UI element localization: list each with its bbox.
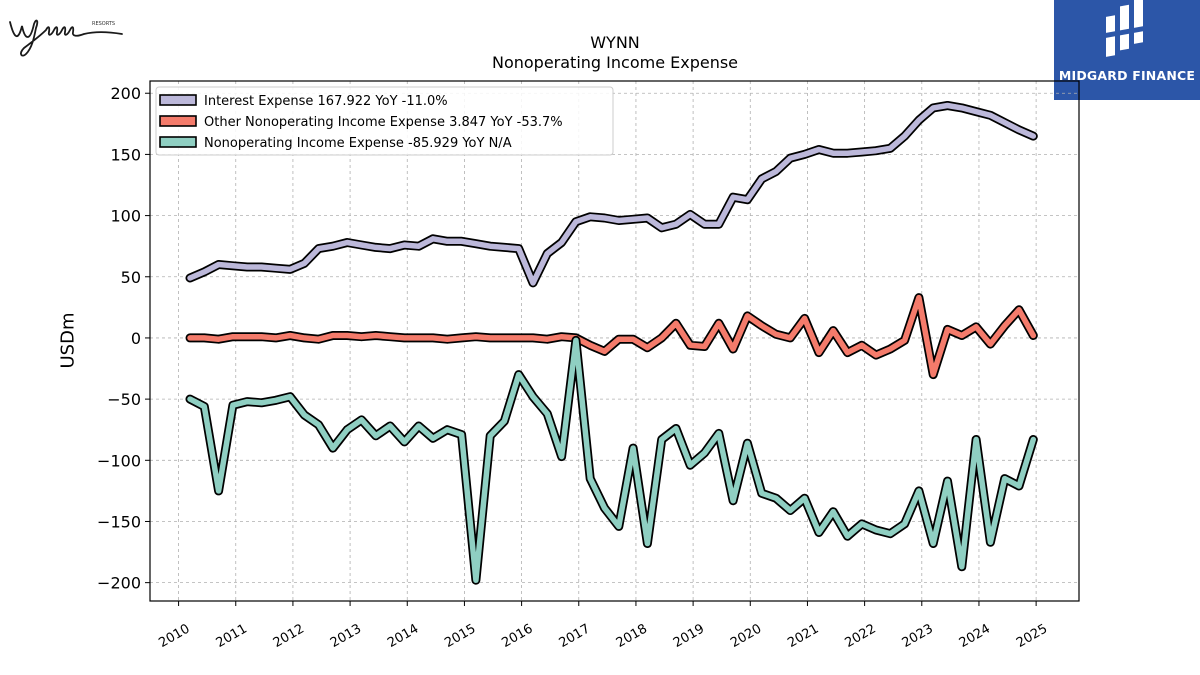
brand-name: MIDGARD FINANCE	[1058, 68, 1196, 83]
y-tick-label: −50	[107, 390, 141, 409]
x-tick-label: 2017	[557, 621, 593, 651]
x-tick-label: 2023	[900, 621, 936, 651]
legend-swatch	[159, 94, 197, 106]
y-tick-label: 50	[121, 268, 141, 287]
x-tick-label: 2024	[957, 621, 993, 651]
chart-subtitle: Nonoperating Income Expense	[491, 53, 739, 72]
series-line	[187, 102, 1037, 286]
x-tick-label: 2018	[614, 621, 650, 651]
x-tick-label: 2020	[728, 621, 764, 651]
legend-entry: Nonoperating Income Expense -85.929 YoY …	[204, 136, 512, 151]
legend-entry: Interest Expense 167.922 YoY -11.0%	[204, 94, 448, 109]
x-tick-label: 2010	[156, 621, 192, 651]
x-tick-label: 2025	[1014, 621, 1050, 651]
legend: Interest Expense 167.922 YoY -11.0% Other…	[155, 86, 614, 156]
x-tick-label: 2016	[499, 621, 535, 651]
midgard-finance-logo	[1106, 0, 1143, 57]
x-tick-label: 2015	[442, 621, 478, 651]
legend-swatch	[159, 136, 197, 148]
x-tick-label: 2013	[328, 621, 364, 651]
y-ticks: 200 150 100 50 0 −50 −100 −150 −200	[97, 84, 150, 593]
x-tick-label: 2021	[785, 621, 821, 651]
series-layer	[185, 101, 1038, 585]
plot-frame	[149, 80, 1080, 602]
series-line	[187, 337, 1037, 583]
y-tick-label: −100	[97, 451, 141, 470]
y-tick-label: 100	[110, 207, 141, 226]
logo-small-text: RESORTS	[92, 21, 115, 27]
x-tick-label: 2022	[842, 621, 878, 651]
series-line	[187, 294, 1037, 378]
legend-box	[155, 86, 614, 156]
y-tick-label: 0	[131, 329, 141, 348]
chart-title: WYNN	[590, 33, 640, 52]
y-tick-label: −150	[97, 512, 141, 531]
x-tick-label: 2019	[671, 621, 707, 651]
x-tick-label: 2012	[271, 621, 307, 651]
x-tick-label: 2011	[214, 621, 250, 651]
x-tick-label: 2014	[385, 621, 421, 651]
wynn-resorts-logo: RESORTS	[9, 19, 123, 57]
y-tick-label: 150	[110, 145, 141, 164]
legend-entry: Other Nonoperating Income Expense 3.847 …	[204, 115, 563, 130]
x-ticks: 2010 2011 2012 2013 2014 2015 2016 2017 2018 2019…	[156, 601, 1050, 651]
midgard-finance-logo-box: MIDGARD FINANCE	[1054, 0, 1200, 100]
y-tick-label: −200	[97, 574, 141, 593]
legend-swatch	[159, 115, 197, 127]
y-tick-label: 200	[110, 84, 141, 103]
